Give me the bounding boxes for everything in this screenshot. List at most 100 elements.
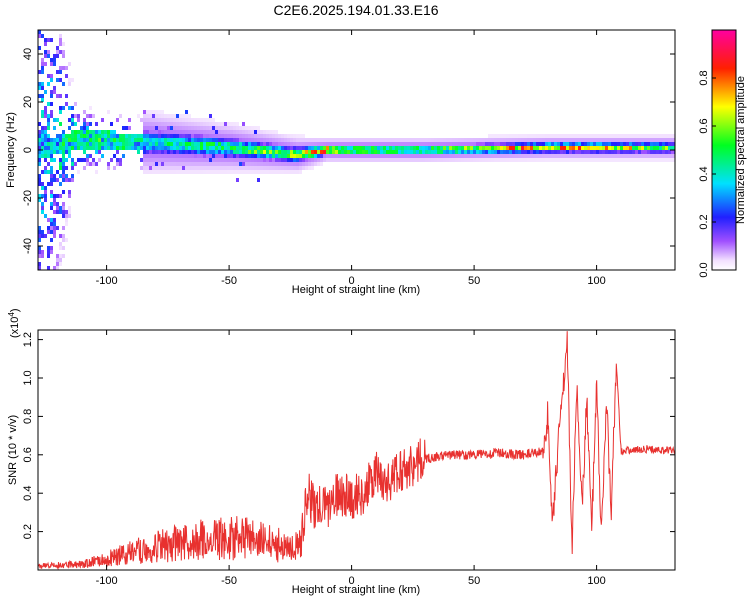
heatmap-cell <box>296 150 299 154</box>
heatmap-cell <box>185 154 188 158</box>
heatmap-cell <box>530 146 533 150</box>
heatmap-cell <box>86 154 89 158</box>
heatmap-cell <box>614 138 617 142</box>
heatmap-cell <box>302 162 305 166</box>
heatmap-cell <box>224 170 227 174</box>
heatmap-cell <box>155 114 158 118</box>
heatmap-cell <box>257 138 260 142</box>
heatmap-cell <box>662 134 665 138</box>
heatmap-cell <box>611 138 614 142</box>
heatmap-cell <box>89 162 92 166</box>
heatmap-cell <box>533 138 536 142</box>
heatmap-cell <box>344 150 347 154</box>
heatmap-cell <box>251 130 254 134</box>
heatmap-cell <box>188 114 191 118</box>
heatmap-cell <box>164 162 167 166</box>
heatmap-cell <box>77 138 80 142</box>
heatmap-cell <box>128 142 131 146</box>
heatmap-cell <box>71 114 74 118</box>
x-tick-label: 0 <box>349 575 355 587</box>
heatmap-cell <box>614 158 617 162</box>
heatmap-cell <box>77 114 80 118</box>
heatmap-cell <box>53 178 56 182</box>
heatmap-cell <box>425 146 428 150</box>
heatmap-cell <box>152 158 155 162</box>
heatmap-cell <box>155 110 158 114</box>
heatmap-cell <box>296 166 299 170</box>
heatmap-cell <box>509 138 512 142</box>
heatmap-cell <box>215 138 218 142</box>
heatmap-cell <box>371 146 374 150</box>
heatmap-cell <box>179 114 182 118</box>
heatmap-cell <box>140 138 143 142</box>
heatmap-cell <box>77 134 80 138</box>
heatmap-cell <box>62 202 65 206</box>
heatmap-cell <box>95 146 98 150</box>
heatmap-cell <box>146 170 149 174</box>
heatmap-cell <box>221 142 224 146</box>
heatmap-cell <box>74 130 77 134</box>
heatmap-cell <box>86 138 89 142</box>
heatmap-cell <box>233 126 236 130</box>
heatmap-cell <box>254 150 257 154</box>
heatmap-cell <box>161 142 164 146</box>
heatmap-cell <box>275 162 278 166</box>
heatmap-cell <box>458 150 461 154</box>
heatmap-cell <box>401 158 404 162</box>
heatmap-cell <box>197 130 200 134</box>
heatmap-cell <box>569 150 572 154</box>
heatmap-cell <box>476 138 479 142</box>
heatmap-cell <box>215 142 218 146</box>
heatmap-cell <box>146 146 149 150</box>
heatmap-cell <box>38 162 41 166</box>
heatmap-cell <box>122 138 125 142</box>
heatmap-cell <box>254 162 257 166</box>
heatmap-cell <box>599 154 602 158</box>
heatmap-cell <box>644 134 647 138</box>
heatmap-cell <box>224 142 227 146</box>
heatmap-cell <box>530 154 533 158</box>
heatmap-cell <box>620 154 623 158</box>
heatmap-cell <box>218 142 221 146</box>
heatmap-cell <box>491 146 494 150</box>
heatmap-cell <box>62 214 65 218</box>
heatmap-cell <box>41 182 44 186</box>
heatmap-cell <box>164 142 167 146</box>
heatmap-cell <box>407 142 410 146</box>
heatmap-cell <box>53 202 56 206</box>
heatmap-cell <box>338 158 341 162</box>
heatmap-cell <box>167 170 170 174</box>
heatmap-cell <box>197 122 200 126</box>
heatmap-cell <box>587 134 590 138</box>
heatmap-cell <box>251 134 254 138</box>
y-tick-label: 40 <box>22 48 34 60</box>
heatmap-cell <box>65 166 68 170</box>
heatmap-cell <box>260 146 263 150</box>
heatmap-cell <box>53 266 56 270</box>
heatmap-cell <box>425 154 428 158</box>
heatmap-cell <box>488 138 491 142</box>
heatmap-cell <box>338 142 341 146</box>
heatmap-cell <box>248 146 251 150</box>
heatmap-cell <box>206 130 209 134</box>
heatmap-cell <box>230 146 233 150</box>
heatmap-cell <box>509 150 512 154</box>
heatmap-cell <box>176 126 179 130</box>
heatmap-cell <box>512 154 515 158</box>
heatmap-cell <box>302 134 305 138</box>
heatmap-cell <box>278 150 281 154</box>
heatmap-cell <box>563 142 566 146</box>
heatmap-cell <box>146 110 149 114</box>
heatmap-cell <box>668 158 671 162</box>
heatmap-cell <box>242 154 245 158</box>
heatmap-cell <box>272 138 275 142</box>
heatmap-cell <box>53 138 56 142</box>
heatmap-cell <box>581 138 584 142</box>
heatmap-cell <box>41 86 44 90</box>
heatmap-cell <box>560 142 563 146</box>
heatmap-cell <box>155 166 158 170</box>
heatmap-cell <box>305 138 308 142</box>
heatmap-cell <box>107 130 110 134</box>
heatmap-cell <box>242 162 245 166</box>
heatmap-cell <box>407 158 410 162</box>
